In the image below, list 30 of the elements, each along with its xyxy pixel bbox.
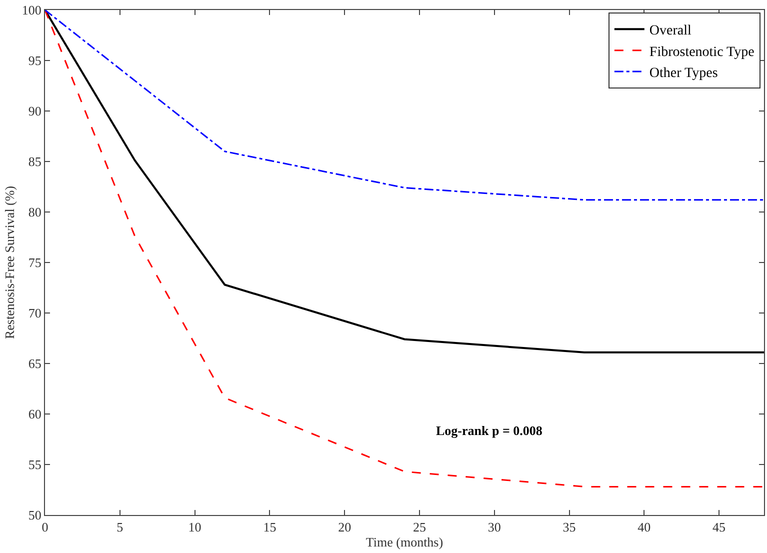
y-tick-label: 95 <box>28 53 42 68</box>
line-series <box>45 10 764 354</box>
x-tick-label: 45 <box>712 520 726 535</box>
y-tick-label: 100 <box>22 2 42 18</box>
x-tick-label: 20 <box>338 520 352 535</box>
y-tick-label: 50 <box>28 508 42 523</box>
x-tick-label: 35 <box>562 520 576 535</box>
x-tick-label: 30 <box>488 520 501 535</box>
y-tick-label: 70 <box>28 306 42 321</box>
x-tick-label: 25 <box>412 520 426 535</box>
y-tick-label: 65 <box>28 356 42 372</box>
annotation: Log-rank p = 0.008 <box>436 423 543 438</box>
legend-label: Other Types <box>649 66 718 81</box>
y-tick-label: 75 <box>28 255 42 270</box>
y-tick-label: 60 <box>28 406 42 422</box>
x-tick-label: 5 <box>116 520 124 535</box>
x-tick-label: 0 <box>42 520 48 535</box>
y-tick-label: 55 <box>28 457 42 472</box>
x-tick-label: 15 <box>263 520 276 535</box>
y-tick-label: 90 <box>28 104 42 119</box>
x-axis-title: Time (months) <box>366 534 444 550</box>
y-tick-label: 85 <box>28 154 42 170</box>
legend-label: Overall <box>649 24 692 39</box>
x-tick-label: 40 <box>638 520 651 535</box>
x-tick-label: 10 <box>188 520 202 535</box>
line-series <box>45 10 764 201</box>
line-series <box>45 10 764 488</box>
y-tick-label: 80 <box>28 204 42 220</box>
y-axis-title: Restenosis-Free Survival (%) <box>2 186 17 340</box>
legend-label: Fibrostenotic Type <box>649 44 754 60</box>
